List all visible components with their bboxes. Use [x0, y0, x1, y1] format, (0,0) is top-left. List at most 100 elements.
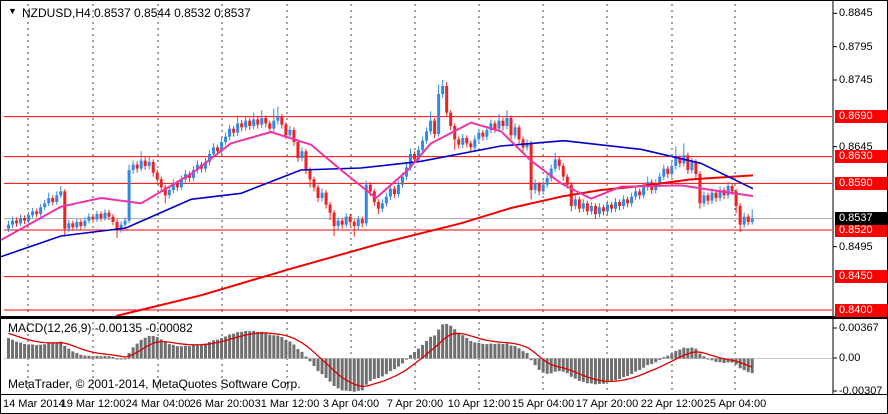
macd-histogram-bar — [83, 355, 87, 359]
macd-histogram-bar — [268, 334, 272, 359]
macd-histogram-bar — [67, 348, 71, 359]
macd-histogram-bar — [244, 330, 248, 359]
macd-histogram-bar — [493, 344, 497, 359]
macd-histogram-bar — [626, 358, 630, 376]
candle-up — [670, 166, 674, 174]
candle-down — [51, 198, 55, 202]
macd-histogram-bar — [228, 334, 232, 359]
price-tick-label: 0.8795 — [839, 40, 873, 53]
time-axis-label: 10 Apr 12:00 — [447, 398, 511, 410]
candle-down — [714, 192, 718, 198]
macd-histogram-bar — [328, 358, 332, 382]
price-tick-label: 0.8845 — [839, 7, 873, 20]
candle-down — [694, 162, 698, 174]
macd-histogram-bar — [39, 344, 43, 359]
macd-histogram-bar — [111, 356, 115, 359]
candle-down — [71, 223, 75, 228]
candle-down — [135, 164, 139, 169]
candle-up — [718, 190, 722, 198]
macd-histogram-bar — [232, 333, 236, 359]
candle-down — [686, 155, 690, 170]
candle-up — [212, 147, 216, 154]
macd-histogram-bar — [63, 345, 67, 359]
macd-histogram-bar — [296, 349, 300, 359]
copyright-text: MetaTrader, © 2001-2014, MetaQuotes Soft… — [8, 377, 301, 391]
candle-up — [573, 199, 577, 206]
candle-up — [224, 136, 228, 142]
macd-indicator-label: MACD(12,26,9) -0.00135 -0.00082 — [8, 321, 193, 335]
candle-down — [328, 204, 332, 213]
macd-histogram-bar — [650, 358, 654, 364]
time-axis-label: 19 Mar 12:00 — [60, 398, 126, 410]
candle-up — [195, 164, 199, 170]
macd-histogram-bar — [674, 350, 678, 359]
candle-up — [95, 214, 99, 220]
macd-histogram-bar — [248, 331, 252, 359]
price-level-badge: 0.8690 — [835, 110, 887, 124]
macd-histogram-bar — [304, 356, 308, 359]
candle-up — [67, 223, 71, 229]
macd-histogram-bar — [107, 356, 111, 359]
candle-up — [276, 116, 280, 121]
macd-histogram-bar — [236, 332, 240, 359]
candle-up — [228, 128, 232, 137]
macd-histogram-bar — [654, 358, 658, 363]
macd-histogram-bar — [155, 337, 159, 359]
candle-up — [119, 224, 123, 229]
candle-up — [597, 207, 601, 214]
macd-histogram-bar — [413, 352, 417, 359]
macd-histogram-bar — [23, 343, 27, 359]
candle-down — [666, 168, 670, 174]
macd-histogram-bar — [7, 337, 10, 359]
time-axis-label: 31 Mar 12:00 — [254, 398, 320, 410]
macd-histogram-bar — [240, 331, 244, 359]
candle-up — [662, 168, 666, 177]
candle-down — [561, 166, 565, 177]
candle-up — [497, 120, 501, 129]
candle-down — [493, 123, 497, 129]
candle-up — [236, 123, 240, 133]
candle-up — [605, 204, 609, 212]
candle-up — [167, 190, 171, 196]
candle-up — [750, 218, 754, 222]
macd-histogram-bar — [549, 358, 553, 374]
macd-histogram-bar — [308, 358, 312, 362]
candle-down — [332, 212, 336, 226]
candle-up — [344, 216, 348, 225]
ma-blue-line — [1, 139, 754, 258]
macd-histogram-bar — [79, 354, 83, 359]
candle-down — [517, 127, 521, 140]
candle-up — [220, 142, 224, 152]
macd-histogram-bar — [529, 358, 533, 361]
macd-histogram-bar — [569, 358, 573, 377]
macd-histogram-bar — [348, 358, 352, 392]
macd-histogram-bar — [300, 351, 304, 359]
candle-down — [143, 160, 147, 166]
macd-histogram-bar — [561, 358, 565, 372]
macd-histogram-bar — [509, 345, 513, 359]
candle-down — [256, 119, 260, 125]
macd-histogram-bar — [115, 358, 119, 360]
time-axis-label: 7 Apr 20:00 — [386, 398, 444, 410]
macd-histogram-bar — [694, 348, 698, 359]
candle-up — [31, 211, 35, 216]
candle-up — [260, 118, 264, 125]
candle-up — [674, 158, 678, 166]
macd-histogram-bar — [670, 353, 674, 359]
candle-down — [601, 207, 605, 212]
macd-histogram-bar — [601, 358, 605, 384]
candle-up — [179, 179, 183, 188]
candle-up — [252, 119, 256, 126]
macd-histogram-bar — [400, 358, 404, 364]
macd-histogram-bar — [750, 358, 754, 374]
macd-histogram-bar — [95, 355, 99, 359]
macd-histogram-bar — [55, 342, 59, 359]
macd-histogram-bar — [634, 358, 638, 372]
candle-up — [87, 216, 91, 221]
macd-histogram-bar — [179, 346, 183, 359]
price-level-badge: 0.8590 — [835, 176, 887, 190]
price-level-badge: 0.8400 — [835, 303, 887, 317]
macd-histogram-bar — [280, 337, 284, 359]
macd-signal-line — [8, 332, 753, 388]
